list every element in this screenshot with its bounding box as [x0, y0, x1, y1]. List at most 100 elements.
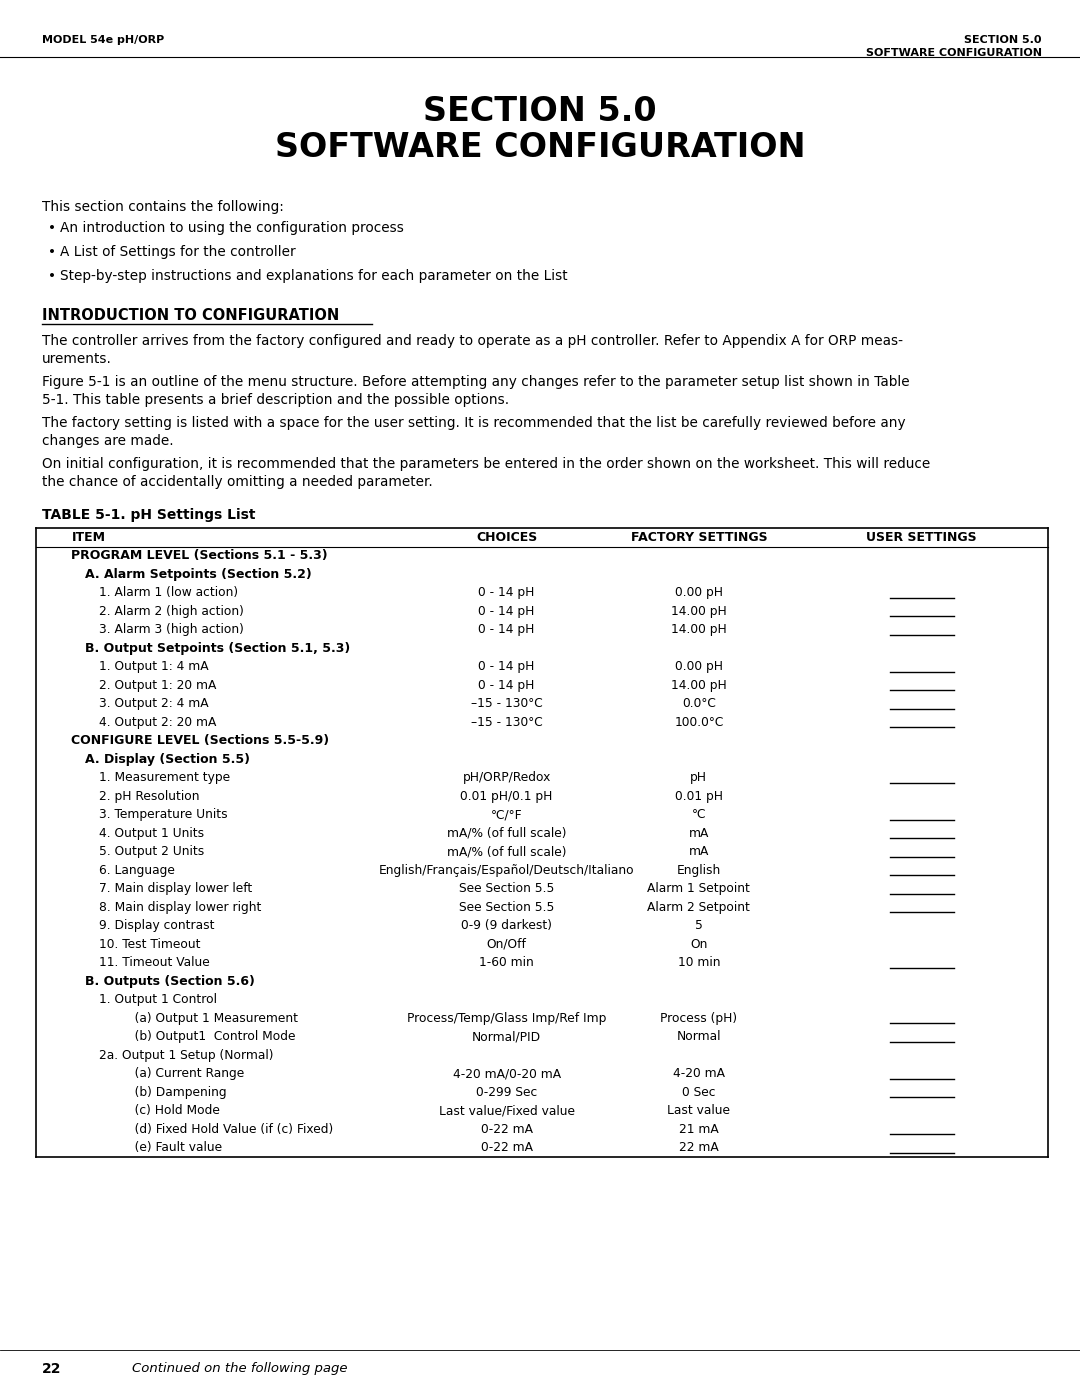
Text: 2a. Output 1 Setup (Normal): 2a. Output 1 Setup (Normal) [99, 1049, 274, 1062]
Text: Normal: Normal [676, 1030, 721, 1044]
Text: changes are made.: changes are made. [42, 434, 174, 448]
Text: 1. Output 1 Control: 1. Output 1 Control [99, 993, 217, 1006]
Text: 1-60 min: 1-60 min [480, 957, 534, 970]
Text: °C/°F: °C/°F [490, 809, 523, 821]
Text: B. Output Setpoints (Section 5.1, 5.3): B. Output Setpoints (Section 5.1, 5.3) [85, 641, 351, 655]
Text: USER SETTINGS: USER SETTINGS [866, 531, 976, 543]
Text: Normal/PID: Normal/PID [472, 1030, 541, 1044]
Text: 4. Output 2: 20 mA: 4. Output 2: 20 mA [99, 715, 217, 729]
Text: 4-20 mA: 4-20 mA [673, 1067, 725, 1080]
Text: 0-299 Sec: 0-299 Sec [476, 1085, 537, 1099]
Text: 3. Alarm 3 (high action): 3. Alarm 3 (high action) [99, 623, 244, 636]
Text: The controller arrives from the factory configured and ready to operate as a pH : The controller arrives from the factory … [42, 334, 903, 348]
Text: 14.00 pH: 14.00 pH [671, 605, 727, 617]
Text: See Section 5.5: See Section 5.5 [459, 901, 554, 914]
Text: MODEL 54e pH/ORP: MODEL 54e pH/ORP [42, 35, 164, 45]
Text: 5. Output 2 Units: 5. Output 2 Units [99, 845, 205, 858]
Text: 2. pH Resolution: 2. pH Resolution [99, 789, 200, 803]
Text: 21 mA: 21 mA [679, 1123, 718, 1136]
Text: (d) Fixed Hold Value (if (c) Fixed): (d) Fixed Hold Value (if (c) Fixed) [123, 1123, 334, 1136]
Text: 11. Timeout Value: 11. Timeout Value [99, 957, 211, 970]
Text: CHOICES: CHOICES [476, 531, 537, 543]
Text: Process/Temp/Glass Imp/Ref Imp: Process/Temp/Glass Imp/Ref Imp [407, 1011, 606, 1025]
Text: 0.01 pH/0.1 pH: 0.01 pH/0.1 pH [460, 789, 553, 803]
Text: 0.01 pH: 0.01 pH [675, 789, 723, 803]
Text: mA: mA [689, 845, 710, 858]
Text: mA: mA [689, 827, 710, 840]
Text: 14.00 pH: 14.00 pH [671, 623, 727, 636]
Text: (e) Fault value: (e) Fault value [123, 1141, 222, 1154]
Text: the chance of accidentally omitting a needed parameter.: the chance of accidentally omitting a ne… [42, 475, 433, 489]
Text: 10. Test Timeout: 10. Test Timeout [99, 937, 201, 951]
Text: 0-9 (9 darkest): 0-9 (9 darkest) [461, 919, 552, 932]
Text: 1. Output 1: 4 mA: 1. Output 1: 4 mA [99, 661, 210, 673]
Text: (a) Output 1 Measurement: (a) Output 1 Measurement [123, 1011, 298, 1025]
Text: •: • [48, 244, 56, 258]
Text: mA/% (of full scale): mA/% (of full scale) [447, 827, 566, 840]
Text: 0.00 pH: 0.00 pH [675, 587, 723, 599]
Text: •: • [48, 270, 56, 284]
Text: Continued on the following page: Continued on the following page [132, 1362, 348, 1375]
Text: 1. Measurement type: 1. Measurement type [99, 771, 230, 784]
Text: 3. Output 2: 4 mA: 3. Output 2: 4 mA [99, 697, 210, 710]
Text: 0.0°C: 0.0°C [681, 697, 716, 710]
Text: SOFTWARE CONFIGURATION: SOFTWARE CONFIGURATION [866, 47, 1042, 59]
Text: Step-by-step instructions and explanations for each parameter on the List: Step-by-step instructions and explanatio… [60, 270, 568, 284]
Text: English/Français/Español/Deutsch/Italiano: English/Français/Español/Deutsch/Italian… [379, 863, 634, 877]
Text: 14.00 pH: 14.00 pH [671, 679, 727, 692]
Text: TABLE 5-1. pH Settings List: TABLE 5-1. pH Settings List [42, 509, 256, 522]
Text: CONFIGURE LEVEL (Sections 5.5-5.9): CONFIGURE LEVEL (Sections 5.5-5.9) [71, 735, 329, 747]
Text: pH: pH [690, 771, 707, 784]
Text: 0 - 14 pH: 0 - 14 pH [478, 679, 535, 692]
Text: 0 - 14 pH: 0 - 14 pH [478, 587, 535, 599]
Text: 7. Main display lower left: 7. Main display lower left [99, 883, 253, 895]
Text: 5-1. This table presents a brief description and the possible options.: 5-1. This table presents a brief descrip… [42, 393, 509, 407]
Text: SECTION 5.0: SECTION 5.0 [964, 35, 1042, 45]
Text: This section contains the following:: This section contains the following: [42, 200, 284, 214]
Text: B. Outputs (Section 5.6): B. Outputs (Section 5.6) [85, 975, 255, 988]
Text: See Section 5.5: See Section 5.5 [459, 883, 554, 895]
Text: PROGRAM LEVEL (Sections 5.1 - 5.3): PROGRAM LEVEL (Sections 5.1 - 5.3) [71, 549, 328, 562]
Text: pH/ORP/Redox: pH/ORP/Redox [462, 771, 551, 784]
Text: Last value: Last value [667, 1104, 730, 1118]
Text: INTRODUCTION TO CONFIGURATION: INTRODUCTION TO CONFIGURATION [42, 307, 339, 323]
Text: Alarm 1 Setpoint: Alarm 1 Setpoint [647, 883, 751, 895]
Text: SOFTWARE CONFIGURATION: SOFTWARE CONFIGURATION [274, 131, 806, 163]
Text: On/Off: On/Off [487, 937, 527, 951]
Text: 3. Temperature Units: 3. Temperature Units [99, 809, 228, 821]
Text: SECTION 5.0: SECTION 5.0 [423, 95, 657, 129]
Text: 0 - 14 pH: 0 - 14 pH [478, 661, 535, 673]
Text: 10 min: 10 min [677, 957, 720, 970]
Text: 2. Alarm 2 (high action): 2. Alarm 2 (high action) [99, 605, 244, 617]
Text: Last value/Fixed value: Last value/Fixed value [438, 1104, 575, 1118]
Text: –15 - 130°C: –15 - 130°C [471, 697, 542, 710]
Text: 9. Display contrast: 9. Display contrast [99, 919, 215, 932]
Text: Figure 5-1 is an outline of the menu structure. Before attempting any changes re: Figure 5-1 is an outline of the menu str… [42, 374, 909, 388]
Text: Alarm 2 Setpoint: Alarm 2 Setpoint [647, 901, 751, 914]
Text: (b) Dampening: (b) Dampening [123, 1085, 227, 1099]
Text: 2. Output 1: 20 mA: 2. Output 1: 20 mA [99, 679, 217, 692]
Text: FACTORY SETTINGS: FACTORY SETTINGS [631, 531, 767, 543]
Text: 0.00 pH: 0.00 pH [675, 661, 723, 673]
Text: The factory setting is listed with a space for the user setting. It is recommend: The factory setting is listed with a spa… [42, 416, 906, 430]
Text: An introduction to using the configuration process: An introduction to using the configurati… [60, 221, 404, 235]
Text: urements.: urements. [42, 352, 112, 366]
Text: A. Display (Section 5.5): A. Display (Section 5.5) [85, 753, 251, 766]
Text: 22: 22 [42, 1362, 62, 1376]
Text: Process (pH): Process (pH) [660, 1011, 738, 1025]
Text: 22 mA: 22 mA [679, 1141, 718, 1154]
Text: 0 - 14 pH: 0 - 14 pH [478, 623, 535, 636]
Text: A List of Settings for the controller: A List of Settings for the controller [60, 244, 296, 258]
Text: A. Alarm Setpoints (Section 5.2): A. Alarm Setpoints (Section 5.2) [85, 567, 312, 581]
Text: 1. Alarm 1 (low action): 1. Alarm 1 (low action) [99, 587, 239, 599]
Text: ITEM: ITEM [71, 531, 106, 543]
Text: mA/% (of full scale): mA/% (of full scale) [447, 845, 566, 858]
Text: 0 - 14 pH: 0 - 14 pH [478, 605, 535, 617]
Text: 0-22 mA: 0-22 mA [481, 1123, 532, 1136]
Text: 5: 5 [694, 919, 703, 932]
Text: On initial configuration, it is recommended that the parameters be entered in th: On initial configuration, it is recommen… [42, 457, 930, 471]
Text: 0-22 mA: 0-22 mA [481, 1141, 532, 1154]
Text: 8. Main display lower right: 8. Main display lower right [99, 901, 261, 914]
Text: 6. Language: 6. Language [99, 863, 175, 877]
Text: (a) Current Range: (a) Current Range [123, 1067, 245, 1080]
